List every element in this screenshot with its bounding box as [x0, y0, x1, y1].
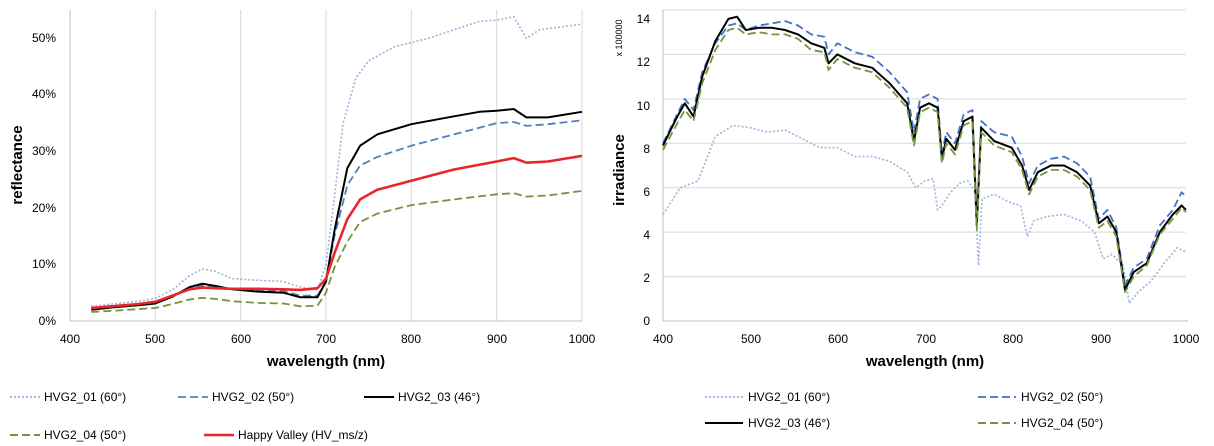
y-tick-label: 12 — [637, 55, 651, 69]
y-tick-label: 2 — [643, 271, 650, 285]
x-tick-label: 800 — [401, 332, 421, 346]
y-tick-label: 10 — [637, 99, 651, 113]
reflectance-chart: 0% 10% 20% 30% 40% 50% 400 500 600 700 8… — [9, 10, 596, 370]
y-tick-label: 30% — [32, 144, 56, 158]
legend-label: HVG2_04 (50°) — [1021, 416, 1103, 430]
legend-label: HVG2_01 (60°) — [748, 390, 830, 404]
legend-item: HVG2_04 (50°) — [978, 416, 1103, 430]
irradiance-chart: 0 2 4 6 8 10 12 14 400 500 600 700 800 9… — [611, 9, 1200, 370]
series-line — [91, 119, 583, 309]
y-tick-label: 20% — [32, 201, 56, 215]
y-tick-labels: 0 2 4 6 8 10 12 14 — [637, 12, 651, 328]
x-tick-labels: 400 500 600 700 800 900 1000 — [60, 332, 596, 346]
y-tick-labels: 0% 10% 20% 30% 40% 50% — [32, 31, 56, 328]
y-tick-label: 10% — [32, 257, 56, 271]
x-tick-labels: 400 500 600 700 800 900 1000 — [653, 332, 1200, 346]
x-tick-label: 500 — [741, 332, 761, 346]
legend-item: Happy Valley (HV_ms/z) — [204, 428, 368, 442]
y-tick-label: 6 — [643, 185, 650, 199]
y-tick-label: 40% — [32, 87, 56, 101]
legend-label: Happy Valley (HV_ms/z) — [238, 428, 368, 442]
x-tick-label: 500 — [145, 332, 165, 346]
legend-label: HVG2_02 (50°) — [212, 390, 294, 404]
y-axis-title: irradiance — [611, 134, 628, 206]
x-tick-label: 1000 — [569, 332, 596, 346]
legend-item: HVG2_01 (60°) — [705, 390, 830, 404]
series-group — [91, 16, 583, 313]
x-axis-title: wavelength (nm) — [266, 353, 385, 370]
x-tick-label: 1000 — [1173, 332, 1200, 346]
y-tick-label: 50% — [32, 31, 56, 45]
x-tick-label: 900 — [1091, 332, 1111, 346]
x-gridlines — [154, 10, 583, 321]
y-tick-label: 4 — [643, 228, 650, 242]
legend-label: HVG2_03 (46°) — [748, 416, 830, 430]
series-line — [662, 124, 1187, 304]
series-line — [91, 154, 583, 310]
legend-item: HVG2_02 (50°) — [978, 390, 1103, 404]
reflectance-legend: HVG2_01 (60°) HVG2_02 (50°) HVG2_03 (46°… — [10, 390, 480, 442]
series-line — [662, 20, 1187, 287]
legend-item: HVG2_02 (50°) — [178, 390, 294, 404]
legend-item: HVG2_01 (60°) — [10, 390, 126, 404]
series-line — [662, 15, 1187, 291]
legend-label: HVG2_03 (46°) — [398, 390, 480, 404]
y-gridlines — [663, 9, 1186, 278]
series-group — [662, 15, 1187, 304]
legend-label: HVG2_02 (50°) — [1021, 390, 1103, 404]
series-line — [662, 26, 1187, 293]
legend-item: HVG2_04 (50°) — [10, 428, 126, 442]
x-tick-label: 900 — [487, 332, 507, 346]
x-tick-label: 400 — [653, 332, 673, 346]
x-axis-title: wavelength (nm) — [865, 353, 984, 370]
series-line — [91, 108, 583, 311]
legend-label: HVG2_04 (50°) — [44, 428, 126, 442]
irradiance-legend: HVG2_01 (60°) HVG2_02 (50°) HVG2_03 (46°… — [705, 390, 1103, 430]
legend-label: HVG2_01 (60°) — [44, 390, 126, 404]
y-tick-label: 0 — [643, 314, 650, 328]
y-multiplier-label: x 100000 — [614, 19, 624, 56]
x-tick-label: 800 — [1003, 332, 1023, 346]
x-tick-label: 400 — [60, 332, 80, 346]
series-line — [91, 190, 583, 313]
legend-item: HVG2_03 (46°) — [364, 390, 480, 404]
y-tick-label: 14 — [637, 12, 651, 26]
x-tick-label: 600 — [828, 332, 848, 346]
x-tick-label: 600 — [231, 332, 251, 346]
y-tick-label: 8 — [643, 142, 650, 156]
y-tick-label: 0% — [39, 314, 57, 328]
x-tick-label: 700 — [916, 332, 936, 346]
legend-item: HVG2_03 (46°) — [705, 416, 830, 430]
y-axis-title: reflectance — [9, 125, 26, 204]
series-line — [91, 16, 583, 308]
x-tick-label: 700 — [316, 332, 336, 346]
